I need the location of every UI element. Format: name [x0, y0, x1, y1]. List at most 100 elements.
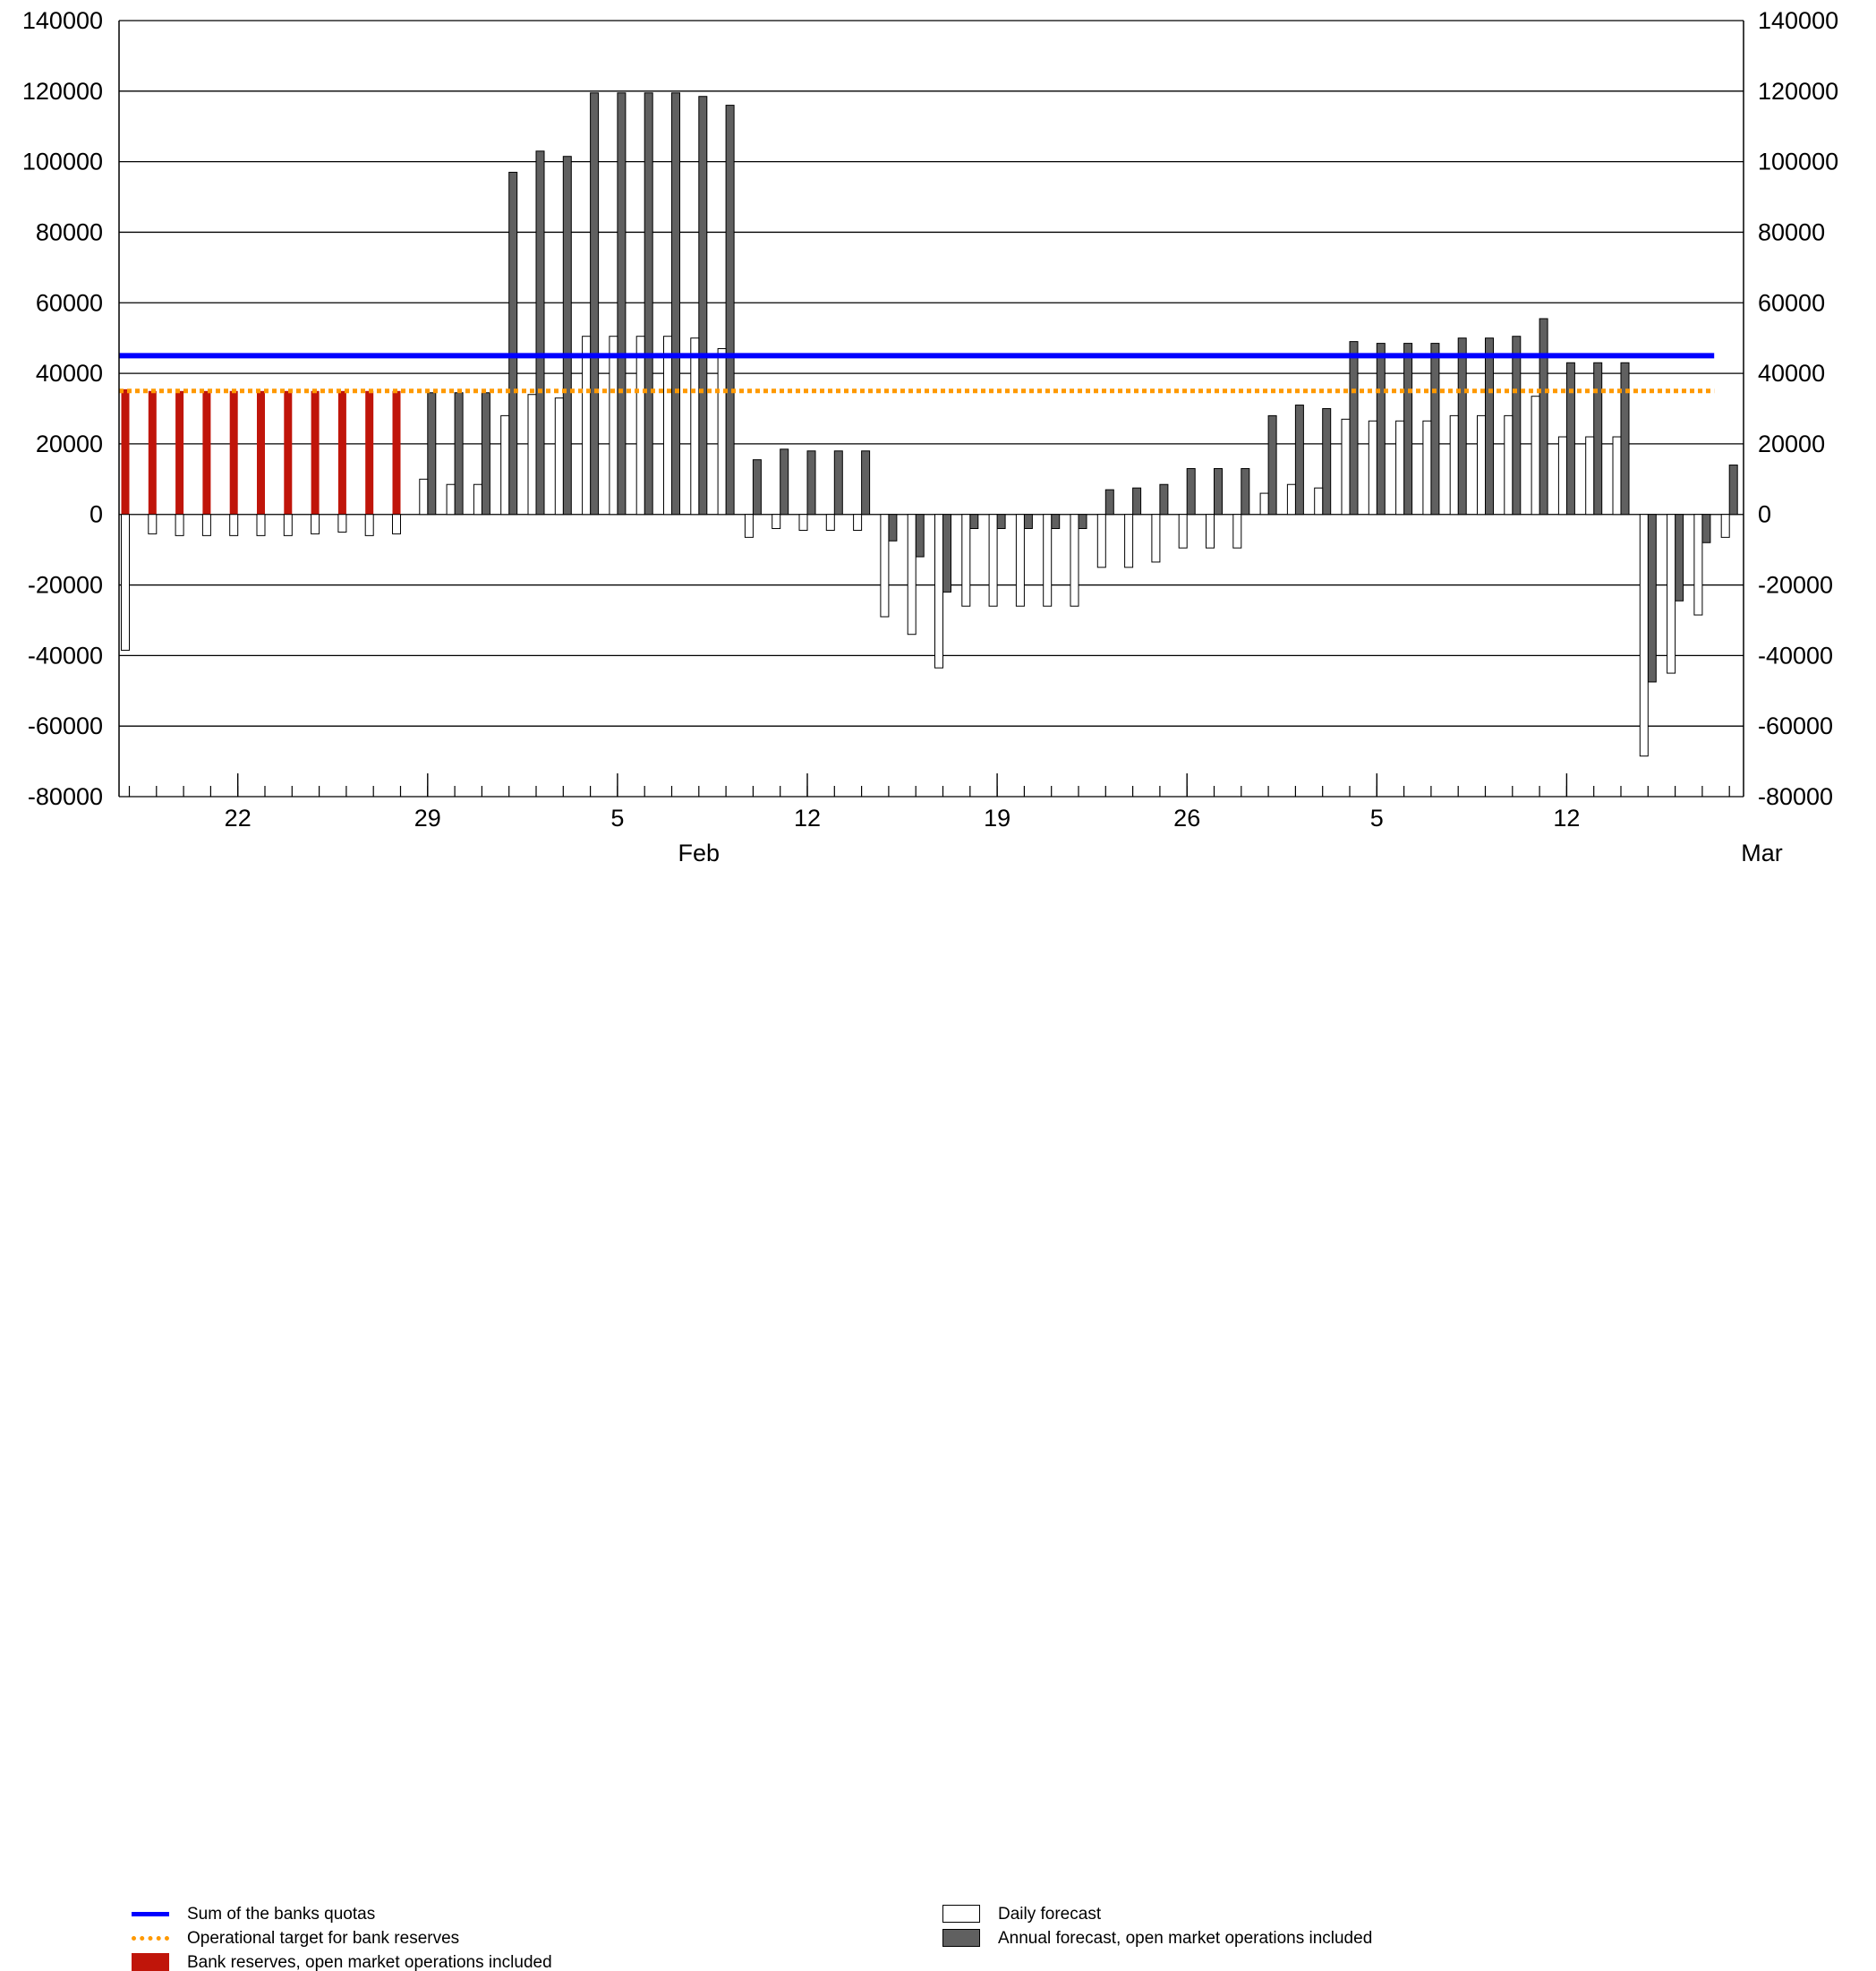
daily-forecast-bar	[798, 514, 808, 531]
annual-forecast-bar	[481, 392, 490, 516]
annual-forecast-bar	[1186, 467, 1196, 516]
daily-forecast-bar	[1531, 396, 1540, 516]
bank-reserves-bar	[365, 390, 374, 515]
daily-forecast-bar	[772, 514, 781, 529]
annual-forecast-bar	[1485, 337, 1494, 516]
daily-forecast-bar	[1206, 514, 1215, 549]
bank-reserves-bar	[229, 390, 238, 515]
x-tick-label: 26	[1173, 805, 1200, 832]
daily-forecast-bar	[527, 394, 537, 516]
annual-forecast-bar	[996, 514, 1006, 529]
annual-forecast-bar	[833, 450, 843, 516]
daily-forecast-bar	[1557, 436, 1567, 516]
legend-swatch-target	[132, 1936, 169, 1941]
y-tick-label-left: 100000	[22, 149, 103, 175]
x-tick-label: 22	[225, 805, 252, 832]
daily-forecast-bar	[1477, 414, 1486, 516]
daily-forecast-bar	[1096, 514, 1106, 568]
daily-forecast-bar	[311, 514, 320, 534]
y-tick-label-right: 80000	[1758, 218, 1825, 245]
daily-forecast-bar	[988, 514, 998, 607]
annual-forecast-bar	[1023, 514, 1033, 529]
annual-forecast-bar	[1403, 343, 1413, 516]
annual-forecast-bar	[1078, 514, 1087, 529]
annual-forecast-bar	[1214, 467, 1223, 516]
daily-forecast-bar	[473, 483, 482, 516]
reference-lines-layer	[119, 353, 1715, 394]
daily-forecast-bar	[283, 514, 293, 536]
x-tick-label: 5	[1370, 805, 1384, 832]
daily-forecast-bar	[717, 348, 727, 516]
daily-forecast-bar	[635, 336, 645, 516]
y-tick-label-right: -60000	[1758, 712, 1833, 739]
grid-layer	[119, 20, 1744, 798]
annual-forecast-bar	[861, 450, 871, 516]
daily-forecast-bar	[1449, 414, 1459, 516]
daily-forecast-bar	[229, 514, 239, 536]
annual-forecast-bar	[644, 92, 653, 516]
annual-forecast-bar	[617, 92, 627, 516]
y-tick-label-right: 60000	[1758, 289, 1825, 316]
chart-svg: 140000 140000 120000 120000 100000 100000 8000…	[22, 7, 1838, 866]
annual-forecast-bar	[1104, 489, 1114, 516]
y-tick-label-left: -60000	[28, 712, 103, 739]
daily-forecast-bar	[1639, 514, 1649, 757]
y-tick-label-right: 120000	[1758, 78, 1838, 105]
x-tick-label: 19	[984, 805, 1010, 832]
daily-forecast-bar	[175, 514, 184, 536]
bars-layer	[121, 92, 1738, 757]
daily-forecast-bar	[609, 336, 618, 516]
daily-forecast-bar	[256, 514, 266, 536]
daily-forecast-bar	[1178, 514, 1188, 549]
annual-forecast-bar	[752, 459, 762, 516]
daily-forecast-bar	[1395, 420, 1405, 516]
daily-forecast-bar	[690, 337, 700, 516]
daily-forecast-bar	[446, 483, 456, 516]
annual-forecast-bar	[1294, 405, 1304, 516]
annual-forecast-bar	[780, 448, 789, 516]
chart-root: 140000 140000 120000 120000 100000 100000 8000…	[22, 7, 1838, 1971]
y-tick-label-left: 60000	[36, 289, 103, 316]
daily-forecast-bar	[1504, 414, 1514, 516]
daily-forecast-bar	[1693, 514, 1703, 616]
legend-swatch-reserves	[132, 1953, 169, 1971]
annual-forecast-bar	[1565, 362, 1575, 516]
daily-forecast-bar	[121, 514, 130, 651]
annual-forecast-bar	[942, 514, 951, 593]
legend-label-annual: Annual forecast, open market operations …	[998, 1929, 1373, 1948]
daily-forecast-bar	[419, 478, 429, 516]
bank-reserves-bar	[175, 390, 184, 515]
daily-forecast-bar	[1286, 483, 1296, 516]
daily-forecast-bar	[880, 514, 890, 618]
daily-forecast-bar	[663, 336, 672, 516]
daily-forecast-bar	[582, 336, 592, 516]
y-tick-label-left: 120000	[22, 78, 103, 105]
annual-forecast-bar	[562, 156, 572, 516]
y-tick-label-right: 40000	[1758, 360, 1825, 387]
annual-forecast-bar	[1267, 414, 1277, 516]
annual-forecast-bar	[671, 92, 680, 516]
bank-reserves-bar	[202, 390, 211, 515]
x-month-label: Mar	[1741, 840, 1783, 866]
annual-forecast-bar	[888, 514, 898, 542]
daily-forecast-bar	[934, 514, 943, 669]
annual-forecast-bar	[1620, 362, 1630, 516]
x-tick-label: 29	[414, 805, 441, 832]
x-tick-label: 12	[1553, 805, 1580, 832]
daily-forecast-bar	[1585, 436, 1595, 516]
y-tick-label-right: 0	[1758, 501, 1771, 528]
annual-forecast-bar	[698, 96, 708, 516]
bank-reserves-bar	[257, 390, 265, 515]
legend-swatch-daily	[942, 1905, 980, 1923]
annual-forecast-bar	[1159, 483, 1169, 516]
legend-label-daily: Daily forecast	[998, 1905, 1102, 1924]
daily-forecast-bar	[201, 514, 211, 536]
annual-forecast-bar	[1430, 343, 1440, 516]
y-tick-label-left: 0	[90, 501, 103, 528]
y-tick-label-right: 100000	[1758, 149, 1838, 175]
annual-forecast-bar	[1675, 514, 1684, 602]
daily-forecast-bar	[1667, 514, 1676, 674]
daily-forecast-bar	[392, 514, 401, 534]
bank-reserves-bar	[121, 388, 130, 515]
annual-forecast-bar	[806, 450, 816, 516]
